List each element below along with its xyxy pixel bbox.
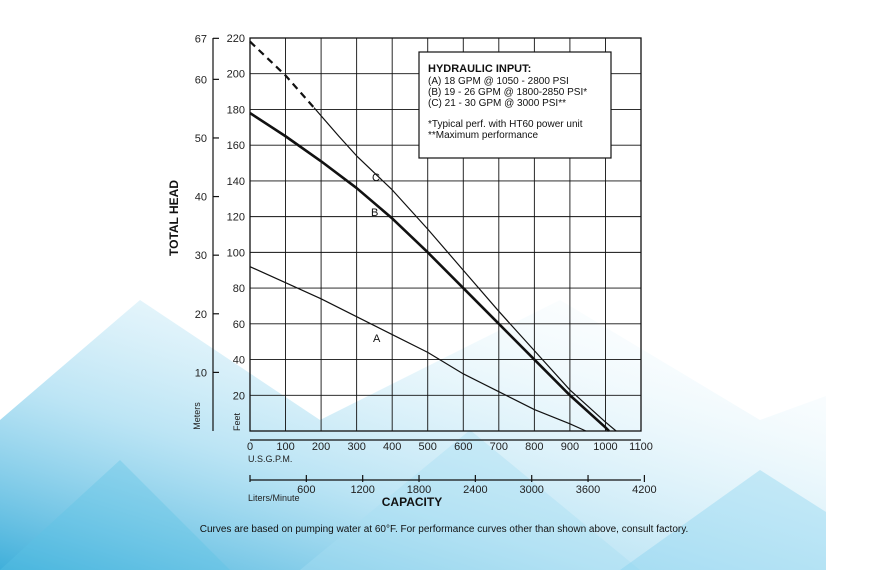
y-tick-label-feet: 20 xyxy=(233,390,245,402)
y-tick-label-feet: 180 xyxy=(227,104,245,116)
y-tick-label-feet: 60 xyxy=(233,319,245,331)
x-tick-label: 1000 xyxy=(593,441,617,453)
curve-label-c: C xyxy=(372,172,380,184)
x-tick-label: 900 xyxy=(561,441,579,453)
y-tick-label-feet: 120 xyxy=(227,212,245,224)
y-tick-label-feet: 40 xyxy=(233,355,245,367)
series-line-c-dashed xyxy=(249,40,315,109)
x-tick-label: 1100 xyxy=(629,441,653,453)
footnote: Curves are based on pumping water at 60°… xyxy=(200,524,689,535)
usgpm-label: U.S.G.P.M. xyxy=(248,454,292,464)
legend-title: HYDRAULIC INPUT: xyxy=(428,63,531,75)
meters-tick-label: 10 xyxy=(195,367,207,379)
feet-unit-label: Feet xyxy=(232,412,242,431)
x-tick-label: 400 xyxy=(383,441,401,453)
x-axis-title: CAPACITY xyxy=(382,495,442,509)
curve-label-a: A xyxy=(373,333,381,345)
legend-note-1: *Typical perf. with HT60 power unit xyxy=(428,119,583,130)
liters-tick-label: 1200 xyxy=(350,484,374,496)
plot-frame xyxy=(249,37,642,432)
y-tick-label-feet: 200 xyxy=(227,69,245,81)
x-tick-label: 500 xyxy=(419,441,437,453)
meters-tick-label: 20 xyxy=(195,309,207,321)
x-tick-label: 700 xyxy=(490,441,508,453)
liters-tick-label: 2400 xyxy=(463,484,487,496)
liters-tick-label: 1800 xyxy=(407,484,431,496)
series-lines xyxy=(249,40,617,432)
x-tick-label: 200 xyxy=(312,441,330,453)
x-tick-label: 800 xyxy=(525,441,543,453)
x-tick-label: 600 xyxy=(454,441,472,453)
curve-label-b: B xyxy=(371,207,378,219)
x-tick-label: 100 xyxy=(276,441,294,453)
liters-tick-label: 600 xyxy=(297,484,315,496)
series-line-b xyxy=(249,111,610,432)
axes: 0 100 200 300 400 500 600 700 800 900 1000 1100 20 40… xyxy=(195,33,657,496)
y-axis-title: TOTAL HEAD xyxy=(167,180,181,256)
y-tick-label-feet: 220 xyxy=(227,33,245,45)
liters-tick-label: 4200 xyxy=(632,484,656,496)
legend-line-a: (A) 18 GPM @ 1050 - 2800 PSI xyxy=(428,76,569,87)
x-tick-label: 300 xyxy=(347,441,365,453)
y-tick-label-feet: 80 xyxy=(233,283,245,295)
liters-tick-label: 3000 xyxy=(519,484,543,496)
meters-tick-label: 40 xyxy=(195,192,207,204)
liters-label: Liters/Minute xyxy=(248,493,300,503)
meters-tick-label: 60 xyxy=(195,74,207,86)
legend-line-b: (B) 19 - 26 GPM @ 1800-2850 PSI* xyxy=(428,87,587,98)
y-tick-label-feet: 100 xyxy=(227,247,245,259)
legend: HYDRAULIC INPUT: (A) 18 GPM @ 1050 - 280… xyxy=(418,51,612,159)
series-line-a xyxy=(249,266,587,432)
meters-unit-label: Meters xyxy=(192,402,202,430)
legend-line-c: (C) 21 - 30 GPM @ 3000 PSI** xyxy=(428,98,566,109)
legend-note-2: **Maximum performance xyxy=(428,130,538,141)
x-tick-label: 0 xyxy=(247,441,253,453)
y-tick-label-feet: 160 xyxy=(227,140,245,152)
meters-tick-label: 50 xyxy=(195,133,207,145)
meters-tick-label: 67 xyxy=(195,33,207,45)
y-tick-label-feet: 140 xyxy=(227,176,245,188)
meters-tick-label: 30 xyxy=(195,250,207,262)
liters-tick-label: 3600 xyxy=(576,484,600,496)
series-line-c xyxy=(313,107,617,432)
